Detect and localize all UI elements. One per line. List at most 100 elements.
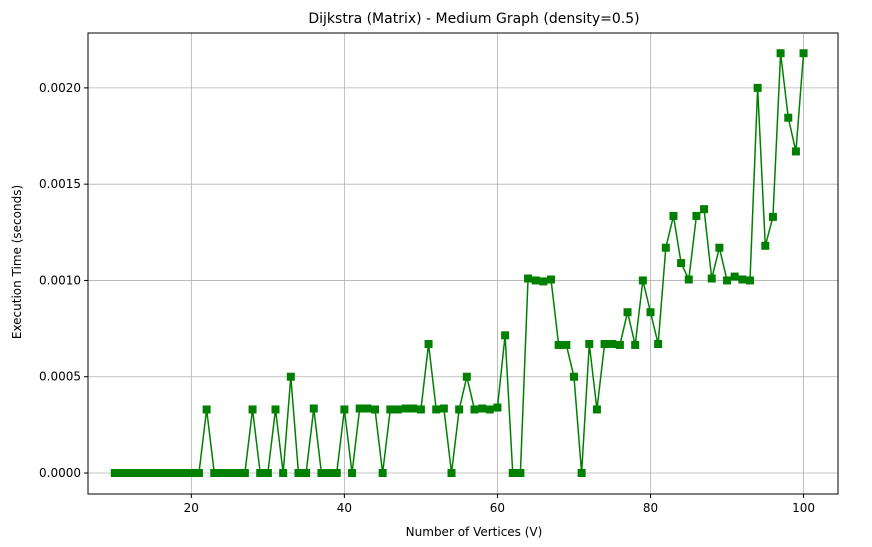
data-point bbox=[317, 469, 326, 478]
plot-area-frame bbox=[87, 32, 839, 495]
data-point bbox=[784, 113, 793, 122]
data-point bbox=[569, 372, 578, 381]
data-point bbox=[723, 276, 732, 285]
data-point bbox=[715, 243, 724, 252]
data-point bbox=[738, 275, 747, 284]
data-point bbox=[646, 308, 655, 317]
data-point bbox=[577, 469, 586, 478]
data-point bbox=[156, 469, 165, 478]
data-point bbox=[654, 339, 663, 348]
data-point bbox=[294, 469, 303, 478]
x-tick-label: 40 bbox=[337, 501, 352, 515]
data-point bbox=[118, 469, 127, 478]
y-tick-label: 0.0005 bbox=[39, 370, 81, 384]
data-point bbox=[210, 469, 219, 478]
data-point bbox=[554, 340, 563, 349]
chart-title: Dijkstra (Matrix) - Medium Graph (densit… bbox=[308, 11, 639, 27]
data-point bbox=[133, 469, 142, 478]
data-point bbox=[761, 241, 770, 250]
data-point bbox=[432, 405, 441, 414]
y-tick-label: 0.0010 bbox=[39, 273, 81, 287]
data-point bbox=[302, 469, 311, 478]
x-tick-label: 60 bbox=[490, 501, 505, 515]
data-point bbox=[187, 469, 196, 478]
data-point bbox=[700, 205, 709, 214]
data-point bbox=[325, 469, 334, 478]
data-point bbox=[661, 243, 670, 252]
data-point bbox=[348, 469, 357, 478]
data-point bbox=[401, 404, 410, 413]
data-point bbox=[409, 404, 418, 413]
data-point bbox=[271, 405, 280, 414]
data-point bbox=[615, 340, 624, 349]
x-axis-ticks: 20 40 60 80 100 bbox=[184, 494, 815, 515]
data-point bbox=[531, 276, 540, 285]
data-point bbox=[370, 405, 379, 414]
data-point bbox=[355, 404, 364, 413]
data-point bbox=[194, 469, 203, 478]
x-axis-label: Number of Vertices (V) bbox=[406, 525, 543, 539]
data-point bbox=[692, 211, 701, 220]
data-point bbox=[240, 469, 249, 478]
data-point bbox=[501, 331, 510, 340]
data-point bbox=[753, 83, 762, 92]
data-point bbox=[179, 469, 188, 478]
data-point bbox=[263, 469, 272, 478]
data-point bbox=[424, 339, 433, 348]
y-axis-label: Execution Time (seconds) bbox=[10, 185, 24, 339]
data-point bbox=[791, 147, 800, 156]
data-point bbox=[447, 469, 456, 478]
data-point bbox=[172, 469, 181, 478]
data-point bbox=[233, 469, 242, 478]
y-axis-ticks: 0.0000 0.0005 0.0010 0.0015 0.0020 bbox=[39, 81, 88, 480]
data-point bbox=[669, 211, 678, 220]
data-point bbox=[378, 469, 387, 478]
y-tick-label: 0.0015 bbox=[39, 177, 81, 191]
data-point bbox=[592, 405, 601, 414]
data-point bbox=[600, 339, 609, 348]
data-point bbox=[745, 276, 754, 285]
data-point bbox=[416, 405, 425, 414]
data-point bbox=[386, 405, 395, 414]
data-point bbox=[225, 469, 234, 478]
data-point bbox=[202, 405, 211, 414]
data-point bbox=[110, 469, 119, 478]
x-tick-label: 100 bbox=[792, 501, 815, 515]
data-point bbox=[340, 405, 349, 414]
data-point bbox=[332, 469, 341, 478]
data-point bbox=[455, 405, 464, 414]
data-point bbox=[524, 274, 533, 283]
data-point bbox=[608, 339, 617, 348]
data-point bbox=[485, 405, 494, 414]
data-point bbox=[493, 403, 502, 412]
data-point bbox=[393, 405, 402, 414]
data-point bbox=[730, 272, 739, 281]
data-point bbox=[677, 259, 686, 268]
y-tick-label: 0.0000 bbox=[39, 466, 81, 480]
data-point bbox=[309, 404, 318, 413]
data-point bbox=[516, 469, 525, 478]
data-point bbox=[248, 405, 257, 414]
data-point bbox=[462, 372, 471, 381]
data-point bbox=[585, 339, 594, 348]
data-point bbox=[470, 405, 479, 414]
data-point bbox=[631, 340, 640, 349]
data-point bbox=[439, 404, 448, 413]
data-point bbox=[256, 469, 265, 478]
data-point bbox=[279, 469, 288, 478]
series-markers-group bbox=[110, 49, 808, 478]
data-point bbox=[562, 340, 571, 349]
data-point bbox=[799, 49, 808, 58]
data-point bbox=[776, 49, 785, 58]
data-point bbox=[508, 469, 517, 478]
data-point bbox=[684, 275, 693, 284]
data-point bbox=[149, 469, 158, 478]
data-point bbox=[363, 404, 372, 413]
data-point bbox=[623, 308, 632, 317]
data-point bbox=[217, 469, 226, 478]
data-point bbox=[707, 274, 716, 283]
data-point bbox=[547, 275, 556, 284]
data-point bbox=[539, 277, 548, 286]
